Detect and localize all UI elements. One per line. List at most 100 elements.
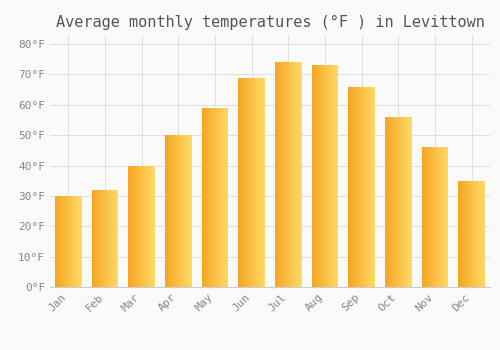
Bar [69,196,70,287]
Bar [426,147,427,287]
Bar [331,65,332,287]
Bar [99,190,100,287]
Bar [297,62,298,287]
Bar [278,62,279,287]
Bar [362,86,364,287]
Bar [423,147,424,287]
Bar [356,86,357,287]
Bar [250,77,251,287]
Bar [337,65,338,287]
Bar [436,147,437,287]
Bar [179,135,180,287]
Bar [298,62,299,287]
Bar [335,65,336,287]
Bar [277,62,278,287]
Bar [215,108,216,287]
Bar [261,77,262,287]
Bar [431,147,432,287]
Bar [468,181,469,287]
Bar [93,190,94,287]
Bar [402,117,403,287]
Bar [81,196,82,287]
Bar [263,77,264,287]
Bar [389,117,390,287]
Bar [211,108,212,287]
Bar [290,62,291,287]
Bar [59,196,60,287]
Bar [408,117,409,287]
Bar [349,86,350,287]
Bar [226,108,227,287]
Bar [65,196,66,287]
Bar [219,108,220,287]
Bar [138,166,139,287]
Bar [443,147,444,287]
Bar [386,117,387,287]
Bar [110,190,111,287]
Bar [330,65,331,287]
Bar [111,190,112,287]
Bar [115,190,116,287]
Bar [55,196,56,287]
Bar [323,65,324,287]
Bar [96,190,97,287]
Bar [439,147,440,287]
Bar [368,86,369,287]
Bar [446,147,447,287]
Bar [359,86,360,287]
Bar [405,117,406,287]
Bar [301,62,302,287]
Bar [71,196,72,287]
Bar [365,86,366,287]
Bar [326,65,327,287]
Bar [224,108,225,287]
Bar [367,86,368,287]
Bar [313,65,314,287]
Bar [213,108,214,287]
Bar [332,65,333,287]
Bar [207,108,208,287]
Bar [462,181,463,287]
Bar [189,135,190,287]
Bar [370,86,371,287]
Bar [322,65,323,287]
Bar [392,117,393,287]
Bar [147,166,148,287]
Bar [244,77,245,287]
Bar [475,181,476,287]
Bar [149,166,150,287]
Bar [146,166,147,287]
Bar [354,86,355,287]
Bar [327,65,328,287]
Bar [393,117,394,287]
Bar [461,181,462,287]
Bar [202,108,203,287]
Bar [264,77,265,287]
Bar [72,196,73,287]
Bar [101,190,102,287]
Bar [187,135,188,287]
Bar [312,65,313,287]
Bar [471,181,472,287]
Bar [247,77,248,287]
Bar [353,86,354,287]
Bar [315,65,316,287]
Bar [168,135,169,287]
Bar [283,62,284,287]
Bar [108,190,109,287]
Bar [79,196,80,287]
Bar [92,190,93,287]
Bar [478,181,479,287]
Bar [316,65,317,287]
Bar [150,166,151,287]
Bar [432,147,433,287]
Bar [63,196,64,287]
Bar [256,77,257,287]
Bar [394,117,395,287]
Bar [288,62,289,287]
Bar [293,62,294,287]
Bar [391,117,392,287]
Bar [209,108,210,287]
Bar [399,117,400,287]
Bar [355,86,356,287]
